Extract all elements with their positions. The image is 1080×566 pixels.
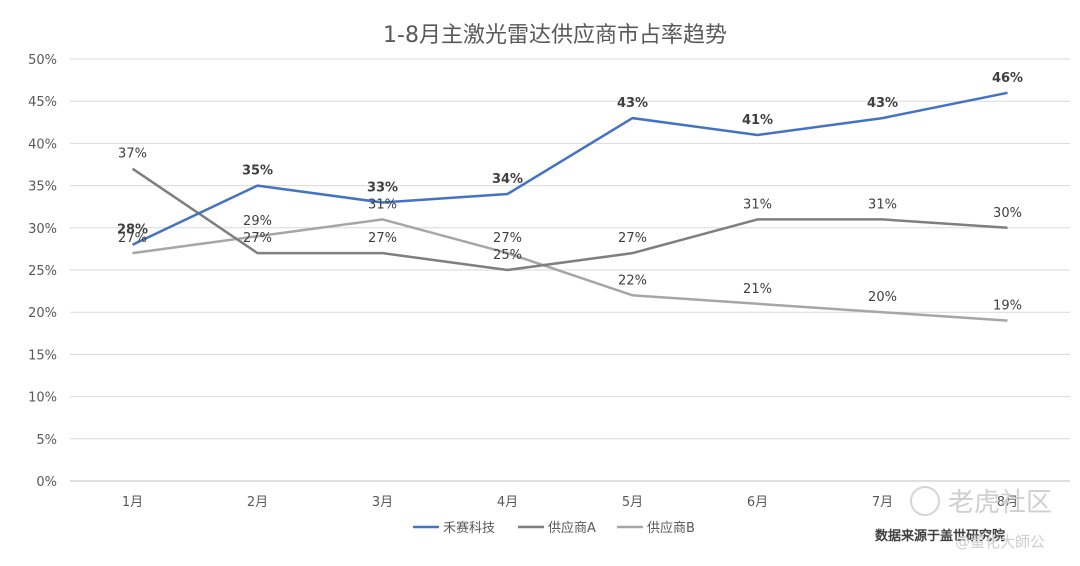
series-line-1 [131, 91, 1008, 246]
data-label: 43% [617, 96, 648, 111]
data-label: 46% [992, 71, 1023, 86]
data-label: 29% [243, 214, 272, 229]
data-label: 30% [993, 206, 1022, 221]
y-tick-label: 25% [28, 264, 57, 279]
y-tick-label: 10% [28, 391, 57, 406]
data-label: 27% [493, 231, 522, 246]
data-label: 35% [242, 164, 273, 179]
x-tick-label: 5月 [622, 495, 643, 510]
y-tick-label: 45% [28, 95, 57, 110]
series-lines [131, 91, 1008, 322]
x-tick-label: 1月 [122, 495, 143, 510]
legend-label: 供应商B [647, 520, 695, 536]
series-line-2 [131, 167, 1008, 272]
y-tick-label: 40% [28, 137, 57, 152]
data-label: 33% [367, 180, 398, 195]
data-label: 43% [867, 96, 898, 111]
legend: 禾赛科技 供应商A 供应商B [413, 520, 695, 536]
chart-title: 1-8月主激光雷达供应商市占率趋势 [383, 23, 727, 48]
data-labels: 28% 35% 33% 34% 43% 41% 43% 46% 37% 27% 27% 25% 27% 3… [117, 71, 1023, 314]
data-label: 27% [243, 231, 272, 246]
data-label: 31% [868, 197, 897, 212]
x-tick-label: 4月 [497, 495, 518, 510]
x-tick-label: 6月 [747, 495, 768, 510]
y-tick-label: 0% [36, 475, 57, 490]
data-label: 22% [618, 273, 647, 288]
data-label: 41% [742, 113, 773, 128]
tiger-logo-icon [910, 486, 940, 516]
x-tick-label: 2月 [247, 495, 268, 510]
y-tick-label: 5% [36, 433, 57, 448]
y-tick-label: 20% [28, 306, 57, 321]
watermark-handle: @董化大師公 [955, 533, 1045, 551]
data-label: 31% [368, 197, 397, 212]
y-axis-ticks: 0% 5% 10% 15% 20% 25% 30% 35% 40% 45% 50% [28, 53, 57, 490]
source-note: 数据来源于盖世研究院 [875, 528, 1005, 544]
watermark: 老虎社区 @董化大師公 [910, 486, 1052, 551]
data-label: 25% [493, 248, 522, 263]
y-tick-label: 50% [28, 53, 57, 68]
x-axis-ticks: 1月 2月 3月 4月 5月 6月 7月 8月 [122, 495, 1018, 510]
y-tick-label: 30% [28, 222, 57, 237]
y-tick-label: 15% [28, 348, 57, 363]
data-label: 31% [743, 197, 772, 212]
data-label: 37% [118, 147, 147, 162]
data-label: 27% [368, 231, 397, 246]
watermark-brand: 老虎社区 [948, 488, 1052, 518]
y-tick-label: 35% [28, 180, 57, 195]
x-tick-label: 8月 [997, 495, 1018, 510]
data-label: 34% [492, 172, 523, 187]
data-label: 28% [117, 223, 148, 238]
data-label: 20% [868, 290, 897, 305]
x-tick-label: 3月 [372, 495, 393, 510]
gridlines [70, 58, 1070, 482]
legend-label: 供应商A [548, 520, 596, 536]
data-label: 19% [993, 299, 1022, 314]
data-label: 27% [118, 231, 147, 246]
data-label: 27% [618, 231, 647, 246]
series-line-3 [132, 218, 1008, 322]
legend-label: 禾赛科技 [443, 520, 495, 536]
data-label: 21% [743, 282, 772, 297]
x-tick-label: 7月 [872, 495, 893, 510]
